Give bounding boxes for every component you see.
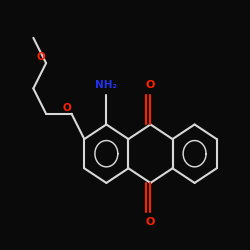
Text: O: O [37, 52, 46, 62]
Text: NH₂: NH₂ [95, 80, 117, 90]
Text: O: O [146, 217, 155, 227]
Text: O: O [62, 103, 71, 113]
Text: O: O [146, 80, 155, 90]
